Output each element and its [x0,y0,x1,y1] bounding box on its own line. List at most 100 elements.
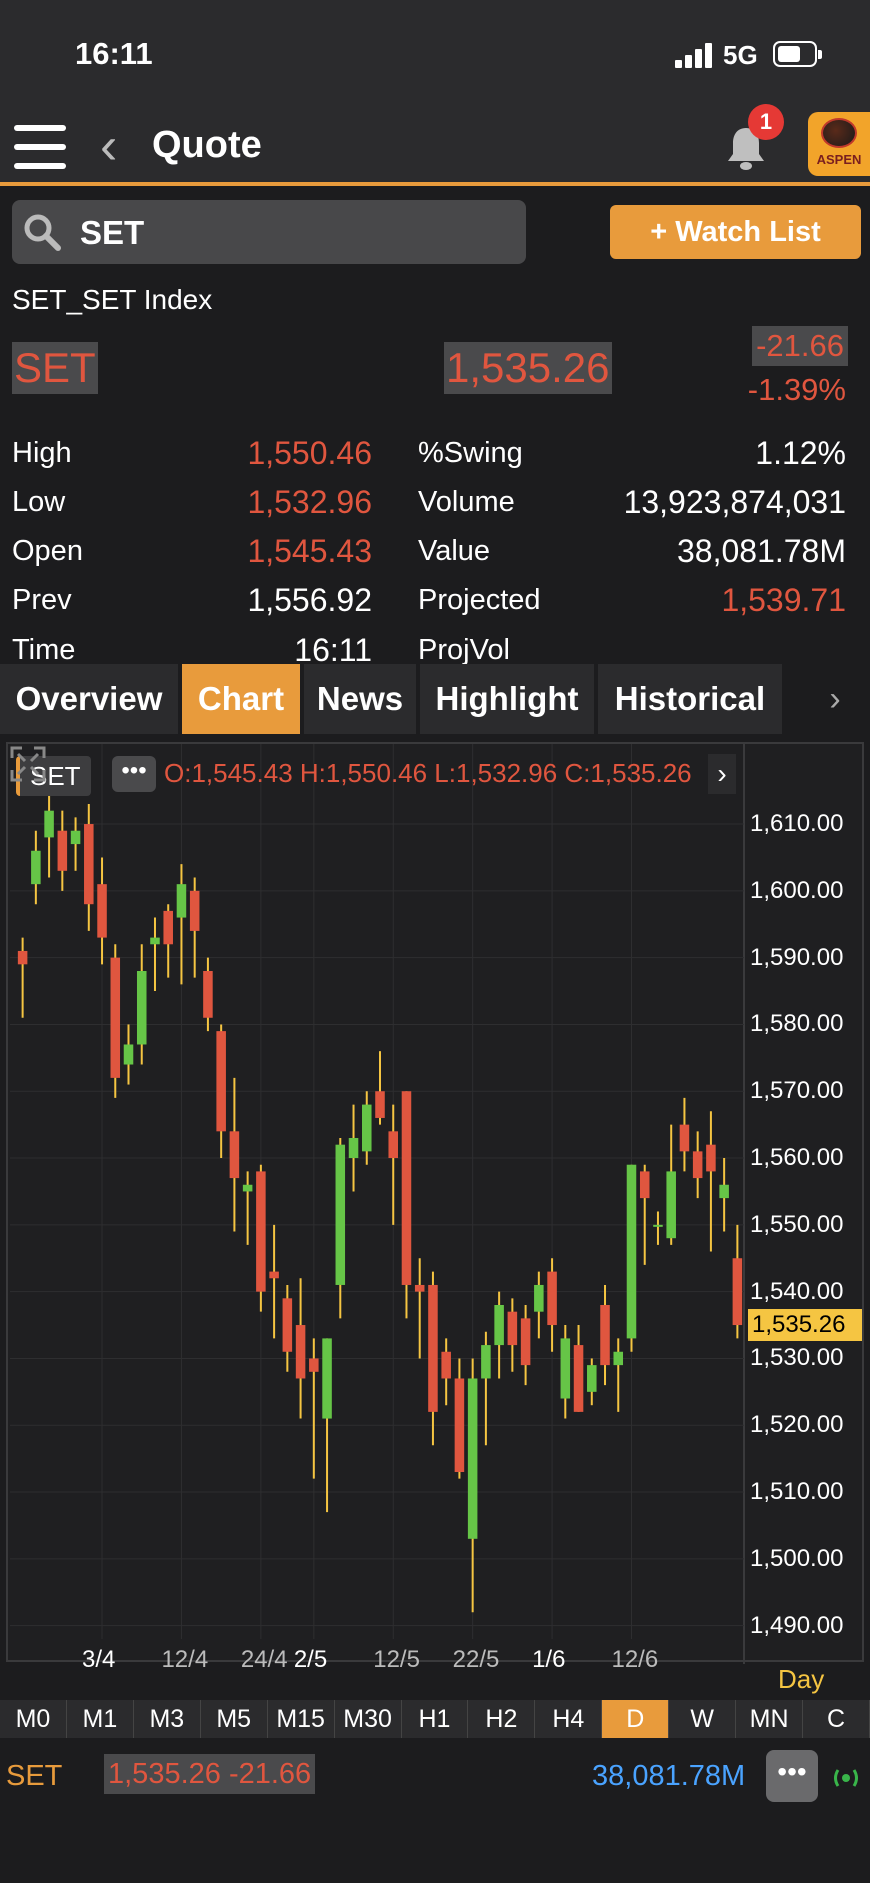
candle-up [626,1164,637,1339]
symbol-label: SET [12,342,98,394]
notification-badge: 1 [748,104,784,140]
tab-highlight[interactable]: Highlight [420,664,594,734]
candle-up [31,850,41,885]
x-tick-label: 1/6 [532,1646,566,1673]
price-chart[interactable]: SET ••• O:1,545.43 H:1,550.46 L:1,532.96… [6,742,864,1673]
candle-up [613,1351,624,1366]
candle-down [679,1124,690,1152]
last-price-marker: 1,535.26 [748,1309,862,1342]
ohlc-chevron-icon[interactable]: › [708,754,736,794]
candle-up [534,1284,544,1312]
stat-label: %Swing [418,437,523,469]
nav-bar: ‹ Quote [0,110,870,186]
tab-overview[interactable]: Overview [0,664,178,734]
y-tick-label: 1,590.00 [750,943,844,971]
stat-label: Projected [418,584,541,616]
candle-down [269,1271,279,1279]
candle-down [573,1345,584,1412]
chart-more-icon[interactable]: ••• [112,756,156,792]
timeframe-h4[interactable]: H4 [535,1700,603,1738]
candle-down [507,1311,518,1346]
ohlc-readout: O:1,545.43 H:1,550.46 L:1,532.96 C:1,535… [164,758,692,788]
stat-value: 1,539.71 [721,582,846,618]
tab-news[interactable]: News [304,664,416,734]
candle-down [375,1091,385,1118]
timeframe-m15[interactable]: M15 [268,1700,335,1738]
stat-value: 38,081.78M [676,533,846,569]
timeframe-h2[interactable]: H2 [468,1700,536,1738]
candle-down [295,1325,306,1379]
x-tick-label: 12/5 [373,1646,420,1673]
stat-label: Low [12,486,66,518]
status-time: 16:11 [75,36,153,71]
timeframe-m0[interactable]: M0 [0,1700,67,1738]
y-tick-label: 1,540.00 [750,1277,844,1305]
candle-up [70,830,81,845]
candle-down [414,1284,425,1292]
search-value: SET [80,214,145,251]
quote-tabs: Overview Chart News Highlight Historical… [0,664,870,734]
index-name: SET_SET Index [12,284,213,315]
stat-label: Value [418,535,491,567]
timeframe-m30[interactable]: M30 [335,1700,402,1738]
menu-icon[interactable] [14,125,66,169]
stat-label: Prev [12,584,72,616]
candle-down [309,1358,319,1372]
x-tick-label: 24/4 [240,1646,288,1673]
candle-down [110,957,121,1078]
candle-up [719,1184,729,1199]
ticker-value: 38,081.78M [592,1760,746,1792]
candle-down [454,1378,465,1472]
timeframe-day-label: Day [778,1664,825,1694]
x-tick-label: 22/5 [452,1646,500,1673]
candle-down [216,1031,226,1132]
candle-down [189,890,200,931]
candle-down [600,1305,610,1366]
timeframe-w[interactable]: W [669,1700,737,1738]
candle-up [44,810,54,838]
timeframe-m1[interactable]: M1 [67,1700,134,1738]
aspen-logo[interactable]: ASPEN [808,112,870,176]
ticker-symbol[interactable]: SET [6,1760,63,1792]
stat-label: Time [12,634,76,666]
candle-up [481,1345,491,1379]
back-chevron-icon[interactable]: ‹ [100,117,118,175]
candle-up [136,971,147,1045]
timeframe-c[interactable]: C [803,1700,870,1738]
candle-down [428,1284,438,1412]
tab-historical[interactable]: Historical [598,664,782,734]
candle-up [467,1378,478,1539]
add-watch-list-button[interactable]: + Watch List [610,205,861,259]
timeframe-mn[interactable]: MN [736,1700,804,1738]
stat-value: 1,556.92 [247,582,372,618]
y-tick-label: 1,530.00 [750,1344,844,1372]
candle-up [653,1224,663,1227]
tabs-next-chevron-icon[interactable]: › [800,664,870,734]
y-tick-label: 1,490.00 [750,1611,844,1639]
expand-icon[interactable] [8,744,48,784]
timeframe-m5[interactable]: M5 [201,1700,268,1738]
candle-down [97,884,107,938]
chart-symbol-tag[interactable]: SET [16,756,91,796]
more-options-icon[interactable]: ••• [766,1750,818,1802]
tab-chart[interactable]: Chart [182,664,300,734]
stat-label: Open [12,535,83,567]
candle-up [335,1144,346,1285]
candle-up [666,1171,676,1239]
candle-down [163,910,173,945]
ticker-price-change: 1,535.26 -21.66 [104,1754,316,1794]
candle-down [203,971,213,1018]
candle-down [441,1351,451,1379]
timeframe-d[interactable]: D [602,1700,670,1738]
candle-down [520,1318,531,1366]
timeframe-h1[interactable]: H1 [402,1700,469,1738]
search-input[interactable]: SET [12,200,526,264]
x-tick-label: 12/6 [611,1646,659,1673]
y-tick-label: 1,570.00 [750,1077,844,1105]
y-tick-label: 1,580.00 [750,1010,844,1038]
timeframe-m3[interactable]: M3 [134,1700,201,1738]
candle-up [150,937,160,945]
x-tick-label: 2/5 [293,1646,328,1673]
candlestick-chart [10,744,745,1664]
y-tick-label: 1,500.00 [750,1544,844,1572]
